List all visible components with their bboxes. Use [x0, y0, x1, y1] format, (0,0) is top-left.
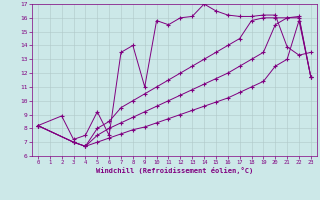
- X-axis label: Windchill (Refroidissement éolien,°C): Windchill (Refroidissement éolien,°C): [96, 167, 253, 174]
